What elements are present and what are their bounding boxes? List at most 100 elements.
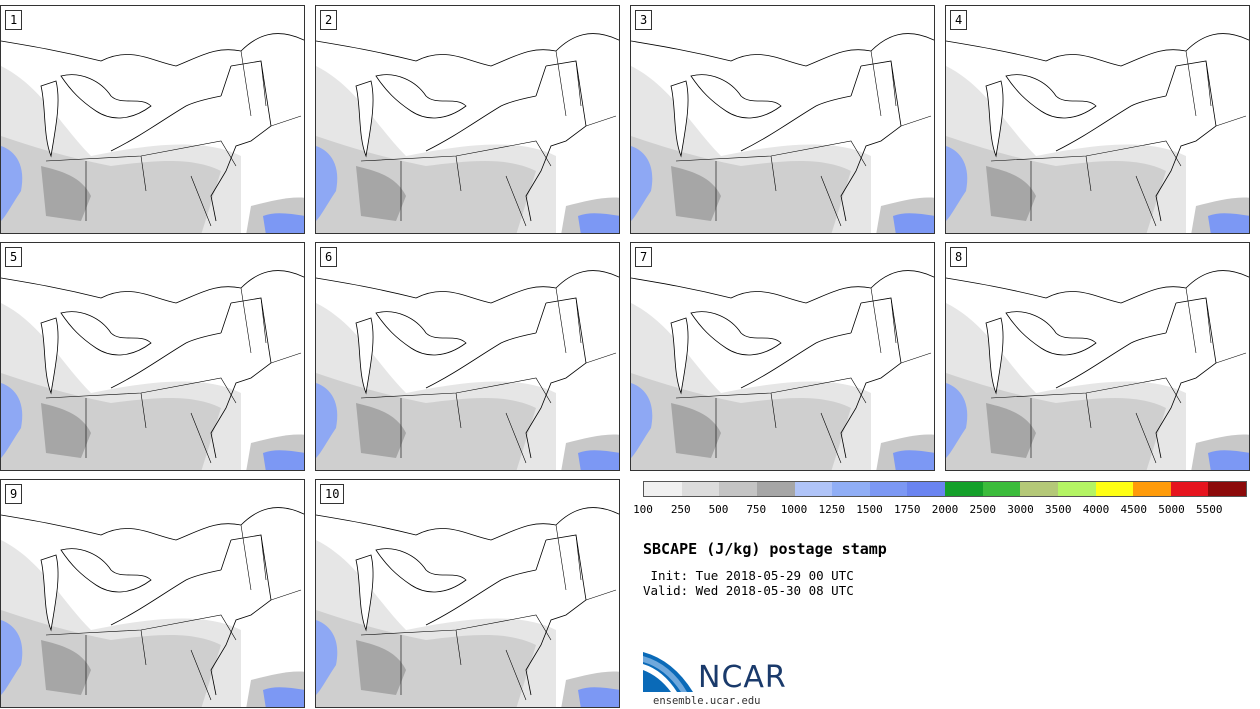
colorbar-swatch (1020, 482, 1058, 496)
cape-blue-area (946, 146, 968, 221)
panel-number: 1 (5, 10, 23, 30)
border-line (740, 95, 852, 152)
coast-line (525, 534, 587, 696)
ncar-logo-icon (643, 652, 693, 692)
colorbar-tick-label: 3500 (1045, 503, 1072, 516)
border-line (740, 332, 852, 389)
lake-outline (355, 80, 374, 158)
state-line (1185, 287, 1247, 364)
cape-blue-area (316, 620, 338, 695)
cape-ocean-blue-area (893, 450, 934, 470)
lake-outline (1005, 311, 1097, 356)
state-line (400, 629, 527, 701)
colorbar-tick-label: 5500 (1196, 503, 1223, 516)
state-line (715, 392, 842, 464)
coast-line (525, 60, 587, 222)
panel-number: 4 (950, 10, 968, 30)
map-panel: 10 (315, 479, 620, 708)
map-panel: 6 (315, 242, 620, 471)
panel-number: 10 (320, 484, 345, 504)
logo-url[interactable]: ensemble.ucar.edu (653, 695, 761, 707)
map-graphic (316, 270, 619, 470)
border-line (946, 270, 1249, 304)
map-graphic (316, 507, 619, 707)
map-graphic (1, 270, 304, 470)
coast-line (840, 297, 902, 459)
colorbar (643, 481, 1247, 497)
cape-ocean-blue-area (1208, 213, 1249, 233)
map-graphic (316, 33, 619, 233)
colorbar-swatch (945, 482, 983, 496)
plot-title: SBCAPE (J/kg) postage stamp (643, 540, 887, 558)
colorbar-tick-label: 500 (708, 503, 729, 516)
border-line (1055, 332, 1167, 389)
border-line (316, 270, 619, 304)
state-line (555, 50, 617, 127)
state-line (45, 614, 237, 641)
cape-ocean-blue-area (263, 450, 304, 470)
lake-outline (670, 80, 689, 158)
cape-dark-area (41, 403, 91, 458)
cape-ocean-blue-area (263, 213, 304, 233)
colorbar-tick-label: 4000 (1082, 503, 1110, 516)
state-line (85, 155, 212, 227)
border-line (1, 507, 304, 541)
colorbar-swatch (681, 482, 720, 496)
cape-dark-area (671, 403, 721, 458)
border-line (1055, 95, 1167, 152)
coast-line (1155, 60, 1217, 222)
state-line (870, 50, 932, 127)
state-line (360, 614, 552, 641)
cape-dark-area (356, 640, 406, 695)
state-line (870, 287, 932, 364)
border-line (1, 270, 304, 304)
map-panel: 2 (315, 5, 620, 234)
cape-dark-area (356, 403, 406, 458)
colorbar-swatch (1208, 482, 1246, 496)
valid-time: Valid: Wed 2018-05-30 08 UTC (643, 583, 854, 598)
cape-ocean-blue-area (1208, 450, 1249, 470)
colorbar-swatch (719, 482, 757, 496)
coast-line (210, 60, 272, 222)
state-line (990, 140, 1182, 167)
border-line (110, 332, 222, 389)
state-line (240, 287, 302, 364)
cape-blue-area (1, 383, 23, 458)
colorbar-swatch (832, 482, 870, 496)
state-line (240, 524, 302, 601)
colorbar-swatch (1095, 482, 1134, 496)
coast-line (210, 534, 272, 696)
border-line (425, 95, 537, 152)
state-line (240, 50, 302, 127)
state-line (1185, 50, 1247, 127)
colorbar-tick-label: 2500 (969, 503, 997, 516)
colorbar-tick-label: 3000 (1007, 503, 1034, 516)
colorbar-swatch (869, 482, 908, 496)
map-panel: 9 (0, 479, 305, 708)
coast-line (840, 60, 902, 222)
cape-blue-area (946, 383, 968, 458)
state-line (555, 524, 617, 601)
lake-outline (670, 317, 689, 395)
cape-dark-area (41, 640, 91, 695)
colorbar-tick-label: 1750 (894, 503, 921, 516)
colorbar-tick-label: 250 (670, 503, 691, 516)
lake-outline (60, 548, 152, 593)
panel-number: 5 (5, 247, 23, 267)
colorbar-swatch (1133, 482, 1171, 496)
cape-blue-area (631, 146, 653, 221)
map-graphic (946, 33, 1249, 233)
colorbar-tick-label: 4500 (1120, 503, 1148, 516)
cape-dark-area (356, 166, 406, 221)
map-panel: 8 (945, 242, 1250, 471)
colorbar-ticks: 100 250 500 750 1000 1250 1500 1750 2000 2500 3000… (633, 503, 1247, 517)
logo-name: NCAR (698, 660, 787, 695)
border-line (631, 33, 934, 67)
state-line (1030, 392, 1157, 464)
lake-outline (1005, 74, 1097, 119)
lake-outline (355, 317, 374, 395)
cape-blue-area (1, 146, 23, 221)
cape-ocean-blue-area (578, 450, 619, 470)
cape-dark-area (986, 403, 1036, 458)
state-line (675, 377, 867, 404)
